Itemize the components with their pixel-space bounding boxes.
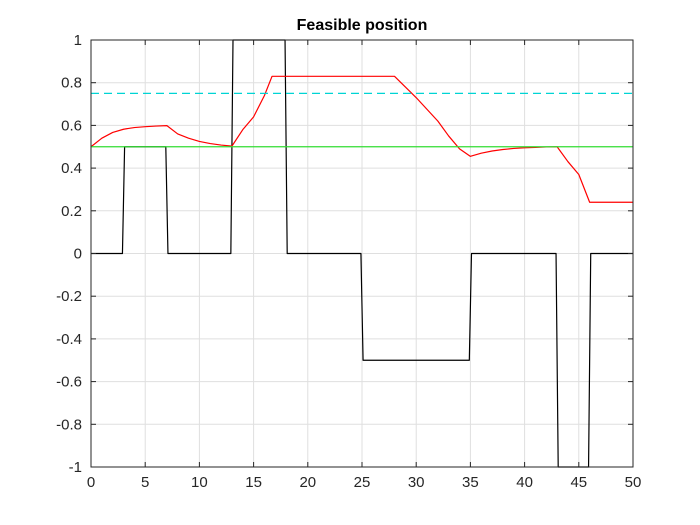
- x-tick-label: 0: [87, 474, 95, 491]
- y-tick-label: 1: [74, 32, 82, 49]
- y-tick-label: -0.6: [56, 374, 82, 391]
- x-tick-label: 20: [299, 474, 316, 491]
- y-tick-label: 0.8: [61, 75, 82, 92]
- chart-title: Feasible position: [297, 17, 428, 34]
- x-tick-label: 5: [141, 474, 149, 491]
- y-tick-label: -1: [69, 459, 82, 476]
- tick-group: 0 5 10 15 20 25 30 35 40 45 50 -1 -0.8 -0.6 -0.4 -0.2 0 0…: [56, 32, 641, 491]
- x-tick-label: 45: [570, 474, 587, 491]
- y-tick-label: 0: [74, 246, 82, 263]
- x-tick-label: 50: [625, 474, 642, 491]
- y-tick-label: -0.4: [56, 331, 82, 348]
- y-tick-label: -0.8: [56, 416, 82, 433]
- y-tick-label: 0.2: [61, 203, 82, 220]
- y-tick-label: 0.6: [61, 117, 82, 134]
- y-tick-label: 0.4: [61, 160, 82, 177]
- y-tick-label: -0.2: [56, 288, 82, 305]
- x-tick-label: 15: [245, 474, 262, 491]
- x-tick-label: 35: [462, 474, 479, 491]
- x-tick-label: 10: [191, 474, 208, 491]
- x-tick-label: 25: [354, 474, 371, 491]
- x-tick-label: 30: [408, 474, 425, 491]
- x-tick-label: 40: [516, 474, 533, 491]
